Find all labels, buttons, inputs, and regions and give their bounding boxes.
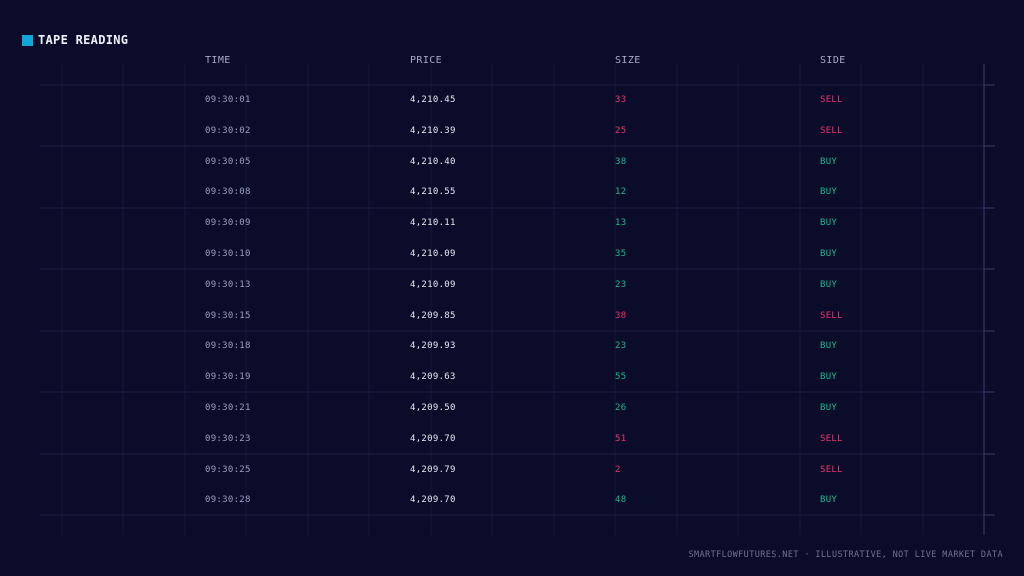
panel-title: TAPE READING [22,33,128,47]
trade-side: SELL [820,464,843,475]
trade-time: 09:30:28 [205,495,251,506]
trade-time: 09:30:18 [205,341,251,352]
trade-price: 4,209.70 [410,433,456,444]
trade-size: 55 [615,372,627,383]
trade-price: 4,210.55 [410,187,456,198]
trade-size: 23 [615,279,627,290]
column-header-side: SIDE [820,55,846,66]
trade-side: BUY [820,495,838,506]
column-header-size: SIZE [615,55,641,66]
trade-time: 09:30:05 [205,156,251,167]
trade-time: 09:30:21 [205,403,251,413]
trade-size: 38 [615,156,627,167]
trade-side: SELL [820,433,843,444]
trade-price: 4,210.11 [410,218,456,229]
trade-price: 4,210.09 [410,279,456,290]
trade-side: SELL [820,125,843,136]
trade-price: 4,209.79 [410,464,456,475]
trade-price: 4,210.45 [410,95,456,105]
trade-time: 09:30:09 [205,218,251,229]
trade-size: 26 [615,403,627,413]
trade-size: 25 [615,125,627,136]
trade-side: BUY [820,403,838,413]
trade-row: 09:30:18 4,209.93 23 BUY [0,333,1024,363]
trade-row: 09:30:01 4,210.45 33 SELL [0,87,1024,117]
trade-side: BUY [820,187,838,198]
trade-price: 4,210.40 [410,156,456,167]
trade-size: 33 [615,95,627,105]
trade-price: 4,209.50 [410,403,456,413]
trade-side: BUY [820,341,838,352]
trade-price: 4,209.63 [410,372,456,383]
trade-price: 4,209.70 [410,495,456,506]
trade-row: 09:30:15 4,209.85 38 SELL [0,303,1024,333]
trade-row: 09:30:08 4,210.55 12 BUY [0,179,1024,209]
trade-row: 09:30:23 4,209.70 51 SELL [0,426,1024,456]
title-accent-square [22,34,33,46]
trade-price: 4,210.39 [410,125,456,136]
trade-time: 09:30:08 [205,187,251,198]
trade-size: 13 [615,218,627,229]
trade-row: 09:30:13 4,210.09 23 BUY [0,272,1024,302]
trade-time: 09:30:19 [205,372,251,383]
trade-time: 09:30:15 [205,310,251,321]
trade-row: 09:30:05 4,210.40 38 BUY [0,149,1024,179]
trade-size: 2 [615,464,621,475]
trade-time: 09:30:23 [205,433,251,444]
trade-row: 09:30:25 4,209.79 2 SELL [0,457,1024,487]
trade-row: 09:30:09 4,210.11 13 BUY [0,210,1024,240]
trade-side: BUY [820,279,838,290]
trade-size: 35 [615,249,627,259]
trade-time: 09:30:02 [205,125,251,136]
trade-row: 09:30:28 4,209.70 48 BUY [0,487,1024,517]
trade-row: 09:30:10 4,210.09 35 BUY [0,241,1024,271]
trade-row: 09:30:21 4,209.50 26 BUY [0,395,1024,425]
trade-time: 09:30:13 [205,279,251,290]
panel-title-text: TAPE READING [38,33,129,47]
trade-row: 09:30:19 4,209.63 55 BUY [0,364,1024,394]
trade-size: 12 [615,187,627,198]
trade-side: SELL [820,310,843,321]
column-header-price: PRICE [410,55,443,66]
trade-size: 51 [615,433,627,444]
trade-size: 48 [615,495,627,506]
trade-size: 38 [615,310,627,321]
trade-price: 4,209.93 [410,341,456,352]
trade-row: 09:30:02 4,210.39 25 SELL [0,118,1024,148]
trade-side: BUY [820,156,838,167]
trade-time: 09:30:10 [205,249,251,259]
trade-price: 4,210.09 [410,249,456,259]
trade-side: BUY [820,218,838,229]
trade-time: 09:30:01 [205,95,251,105]
trade-time: 09:30:25 [205,464,251,475]
trade-side: BUY [820,372,838,383]
trade-price: 4,209.85 [410,310,456,321]
trade-size: 23 [615,341,627,352]
trade-side: BUY [820,249,838,259]
trade-side: SELL [820,95,843,105]
column-header-time: TIME [205,55,231,66]
footer-disclaimer: SMARTFLOWFUTURES.NET · ILLUSTRATIVE, NOT… [688,550,1003,560]
